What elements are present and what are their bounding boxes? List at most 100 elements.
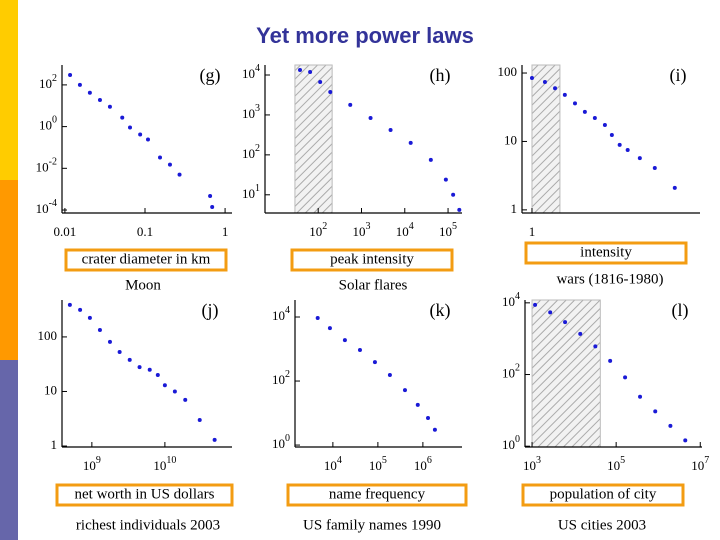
- data-point: [208, 194, 213, 199]
- tick-label: 103: [523, 455, 541, 473]
- panel-label: (g): [200, 65, 221, 86]
- tick-exponent: 3: [255, 103, 260, 114]
- tick-label: 102: [502, 363, 520, 381]
- tick-label: 103: [352, 221, 370, 239]
- axis-label-box: [524, 241, 688, 265]
- data-point: [298, 68, 303, 73]
- data-point: [443, 177, 448, 182]
- tick-label: 1: [511, 201, 518, 216]
- tick-exponent: 5: [452, 221, 457, 232]
- tick-base: 10: [439, 224, 452, 239]
- tick-base: 10: [39, 118, 52, 133]
- tick-base: 10: [242, 106, 255, 121]
- tick-label: 106: [414, 455, 432, 473]
- data-point: [562, 92, 567, 97]
- tick-label: 105: [369, 455, 387, 473]
- data-point: [147, 367, 152, 372]
- tick-exponent: 2: [322, 221, 327, 232]
- slide-title: Yet more power laws: [256, 23, 474, 48]
- data-point: [315, 316, 320, 321]
- data-point: [155, 373, 160, 378]
- tick-label: 104: [272, 305, 290, 323]
- tick-label: 1: [222, 224, 229, 239]
- panel-label: (k): [430, 300, 451, 321]
- data-point: [67, 302, 72, 307]
- tick-base: 10: [414, 458, 427, 473]
- data-point: [572, 101, 577, 106]
- data-point: [78, 307, 83, 312]
- panel-label: (l): [672, 300, 689, 321]
- data-point: [432, 427, 437, 432]
- tick-exponent: 2: [52, 73, 57, 84]
- caption: richest individuals 2003: [76, 517, 220, 533]
- tick-label: 10-2: [36, 157, 57, 175]
- tick-base: 10: [502, 294, 515, 309]
- tick-exponent: 4: [255, 63, 260, 74]
- side-bar-orange: [0, 180, 18, 360]
- tick-base: 10: [242, 146, 255, 161]
- data-point: [107, 104, 112, 109]
- tick-exponent: 5: [620, 455, 625, 466]
- data-point: [127, 357, 132, 362]
- tick-label: 1: [51, 437, 58, 452]
- data-point: [617, 142, 622, 147]
- tick-base: 10: [36, 159, 49, 174]
- tick-base: 10: [272, 372, 285, 387]
- tick-exponent: 3: [365, 221, 370, 232]
- tick-exponent: 4: [337, 455, 342, 466]
- tick-base: 10: [396, 224, 409, 239]
- data-point: [158, 155, 163, 160]
- tick-base: 10: [691, 458, 704, 473]
- panel-label: (i): [670, 65, 687, 86]
- tick-label: 104: [324, 455, 342, 473]
- x-axis-label: population of city: [550, 486, 657, 502]
- tick-exponent: -2: [49, 157, 57, 168]
- data-point: [210, 204, 215, 209]
- data-point: [120, 115, 125, 120]
- tick-exponent: 0: [285, 433, 290, 444]
- data-point: [97, 327, 102, 332]
- data-point: [138, 132, 143, 137]
- tick-label: 102: [272, 369, 290, 387]
- tick-exponent: 2: [285, 369, 290, 380]
- axis-label-box: [290, 248, 454, 272]
- data-point: [388, 127, 393, 132]
- x-axis-label: name frequency: [329, 486, 426, 502]
- tick-base: 10: [523, 458, 536, 473]
- tick-label: 104: [396, 221, 414, 239]
- tick-label: 10: [44, 382, 57, 397]
- tick-label: 100: [502, 434, 520, 452]
- tick-exponent: 4: [409, 221, 414, 232]
- data-point: [652, 165, 657, 170]
- data-point: [97, 97, 102, 102]
- data-point: [609, 133, 614, 138]
- shaded-range: [531, 299, 601, 448]
- tick-label: 109: [83, 455, 101, 473]
- data-point: [328, 89, 333, 94]
- data-point: [167, 162, 172, 167]
- data-point: [87, 90, 92, 95]
- data-point: [68, 72, 73, 77]
- data-point: [183, 397, 188, 402]
- tick-exponent: 0: [515, 434, 520, 445]
- tick-base: 10: [502, 437, 515, 452]
- data-point: [172, 389, 177, 394]
- data-point: [357, 348, 362, 353]
- data-point: [542, 79, 547, 84]
- data-point: [408, 140, 413, 145]
- x-axis-label: crater diameter in km: [82, 251, 211, 267]
- data-point: [637, 156, 642, 161]
- data-point: [137, 365, 142, 370]
- tick-label: 104: [242, 63, 260, 81]
- x-axis-label: net worth in US dollars: [75, 486, 215, 502]
- tick-label: 102: [39, 73, 57, 91]
- data-point: [87, 315, 92, 320]
- tick-exponent: 2: [515, 363, 520, 374]
- data-point: [623, 375, 628, 380]
- data-point: [426, 416, 431, 421]
- data-point: [529, 76, 534, 81]
- caption: US family names 1990: [303, 517, 441, 533]
- panel-label: (j): [202, 300, 219, 321]
- data-point: [625, 147, 630, 152]
